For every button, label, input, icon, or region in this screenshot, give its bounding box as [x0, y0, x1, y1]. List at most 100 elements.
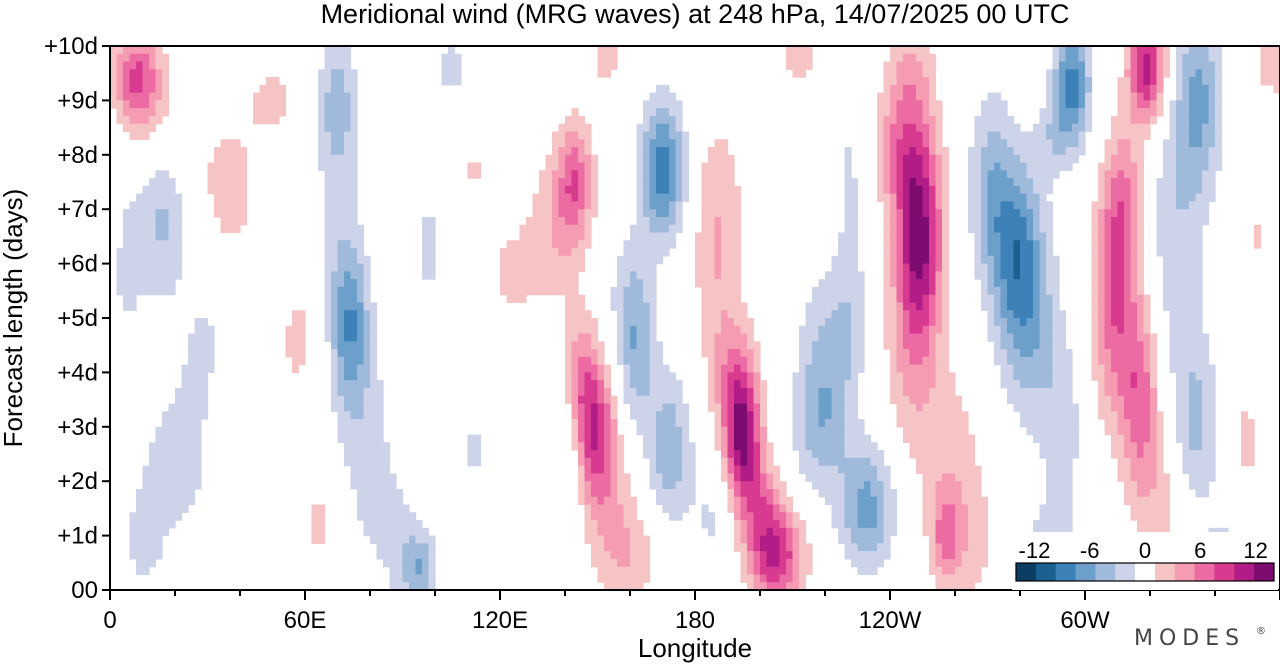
contour-cell [1085, 69, 1093, 78]
contour-cell [591, 154, 599, 164]
contour-cell [597, 69, 612, 78]
contour-cell [370, 333, 378, 342]
contour-cell [623, 349, 651, 358]
contour-cell [643, 450, 657, 459]
contour-cell [734, 411, 748, 420]
contour-cell [363, 333, 371, 342]
contour-cell [766, 442, 774, 451]
contour-cell [994, 318, 1008, 327]
contour-cell [324, 325, 332, 335]
contour-cell [1007, 279, 1034, 288]
contour-cell [753, 551, 761, 560]
contour-cell [649, 193, 677, 203]
contour-cell [961, 488, 982, 498]
contour-cell [110, 77, 118, 86]
contour-cell [1065, 77, 1080, 86]
contour-cell [747, 426, 755, 436]
contour-cell [578, 240, 592, 249]
contour-cell [825, 419, 846, 428]
contour-cell [896, 356, 911, 366]
contour-cell [604, 434, 612, 443]
contour-cell [1013, 201, 1028, 210]
contour-cell [584, 139, 592, 148]
contour-cell [1000, 131, 1047, 140]
contour-cell [734, 473, 742, 482]
contour-cell [786, 512, 794, 521]
contour-cell [1182, 77, 1190, 86]
contour-cell [981, 100, 1008, 109]
contour-cell [695, 232, 716, 241]
contour-cell [935, 527, 956, 537]
contour-cell [363, 271, 371, 280]
contour-cell [779, 488, 787, 498]
contour-cell [1098, 232, 1106, 241]
contour-cell [1130, 92, 1138, 101]
contour-cell [1189, 46, 1210, 55]
contour-cell [363, 403, 384, 412]
contour-cell [1039, 255, 1047, 265]
contour-cell [363, 286, 371, 296]
contour-cell [1189, 84, 1210, 94]
contour-cell [116, 271, 183, 280]
contour-cell [883, 201, 891, 210]
contour-cell [890, 139, 898, 148]
contour-cell [890, 263, 898, 272]
contour-cell [942, 178, 950, 187]
contour-cell [1130, 504, 1171, 513]
contour-cell [844, 178, 859, 187]
contour-cell [350, 271, 365, 280]
contour-cell [753, 419, 761, 428]
colorbar-swatch [1115, 563, 1136, 581]
contour-cell [324, 123, 352, 133]
contour-cell [155, 108, 170, 117]
contour-cell [142, 481, 202, 490]
contour-cell [1189, 411, 1203, 420]
contour-cell [942, 232, 950, 241]
contour-cell [1215, 84, 1223, 94]
contour-cell [1189, 92, 1210, 101]
contour-cell [792, 535, 800, 544]
colorbar-swatch [1095, 563, 1116, 581]
contour-cell [337, 333, 345, 342]
contour-cell [747, 496, 768, 506]
contour-cell [584, 147, 592, 156]
contour-cell [929, 224, 937, 234]
contour-cell [773, 481, 787, 490]
contour-cell [1124, 53, 1132, 63]
contour-cell [344, 372, 358, 381]
contour-cell [623, 286, 644, 296]
contour-cell [1039, 318, 1054, 327]
contour-cell [123, 61, 137, 70]
contour-cell [597, 411, 605, 420]
contour-cell [1156, 411, 1164, 420]
contour-cell [1111, 395, 1125, 405]
contour-cell [344, 364, 358, 373]
contour-cell [604, 411, 612, 420]
contour-cell [903, 154, 924, 164]
contour-cell [747, 582, 755, 590]
contour-cell [968, 504, 989, 513]
contour-cell [578, 154, 592, 164]
contour-cell [903, 232, 911, 241]
contour-cell [1241, 419, 1255, 428]
contour-cell [935, 356, 950, 366]
contour-cell [721, 387, 729, 397]
contour-cell [1130, 84, 1138, 94]
contour-cell [714, 434, 722, 443]
contour-cell [974, 232, 982, 241]
colorbar-frame [1015, 562, 1275, 582]
contour-cell [1104, 154, 1112, 164]
contour-cell [415, 558, 423, 568]
contour-cell [1156, 84, 1164, 94]
contour-cell [571, 372, 579, 381]
contour-cell [1091, 318, 1099, 327]
contour-cell [682, 147, 690, 156]
contour-cell [318, 131, 332, 140]
contour-cell [1143, 325, 1151, 335]
contour-cell [929, 263, 937, 272]
contour-cell [1189, 139, 1203, 148]
contour-cell [162, 69, 170, 78]
contour-cell [1026, 170, 1060, 179]
contour-cell [1065, 46, 1080, 55]
contour-cell [155, 61, 170, 70]
